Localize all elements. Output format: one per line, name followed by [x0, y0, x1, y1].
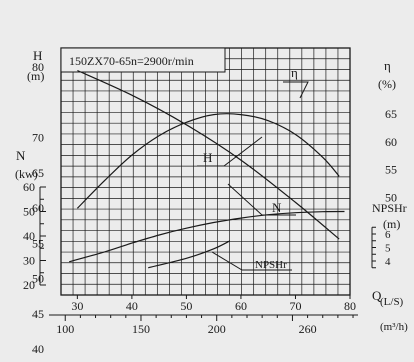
- n-label-leader: [227, 183, 296, 216]
- n-tick-label: 30: [23, 254, 35, 268]
- x-tick-label-top: 40: [126, 299, 138, 313]
- h-tick-label: 65: [32, 166, 44, 180]
- x-tick-label-bottom: 100: [56, 322, 74, 336]
- x-tick-label-top: 60: [235, 299, 247, 313]
- q-axis-label: Q: [372, 288, 382, 303]
- npshr-label-leader: [211, 251, 292, 271]
- h-curve: [77, 69, 340, 240]
- h-tick-label: 80: [32, 60, 44, 74]
- h-axis-unit: (m): [27, 69, 44, 83]
- h-tick-label: 45: [32, 307, 44, 321]
- x-tick-label-bottom: 200: [208, 322, 226, 336]
- h-curve-label: H: [203, 150, 212, 165]
- npshr-curve-label: NPSHr: [255, 259, 287, 271]
- x-tick-label-top: 30: [71, 299, 83, 313]
- npshr-tick-label: 5: [385, 243, 391, 255]
- x-tick-label-top: 80: [344, 299, 356, 313]
- h-tick-label: 40: [32, 342, 44, 356]
- eta-axis-unit: (%): [378, 77, 396, 91]
- npshr-tick-label: 6: [385, 229, 391, 241]
- n-tick-label: 60: [23, 180, 35, 194]
- n-tick-label: 40: [23, 229, 35, 243]
- npshr-axis-unit: (m): [383, 217, 400, 231]
- eta-tick-label: 60: [385, 135, 397, 149]
- h-tick-label: 70: [32, 131, 44, 145]
- n-curve: [69, 210, 345, 263]
- eta-label-leader: [283, 81, 309, 99]
- n-curve-label: N: [272, 200, 282, 215]
- q-axis-unit-top: (L/S): [380, 296, 404, 308]
- q-axis-unit-bottom: (m³/h): [380, 321, 408, 333]
- eta-tick-label: 65: [385, 107, 397, 121]
- npshr-tick-label: 4: [385, 256, 391, 268]
- x-tick-label-bottom: 150: [132, 322, 150, 336]
- npshr-axis-label: NPSHr: [372, 201, 407, 215]
- title-box: [60, 47, 226, 73]
- h-label-leader: [197, 136, 263, 167]
- n-tick-label: 50: [23, 205, 35, 219]
- eta-tick-label: 55: [385, 163, 397, 177]
- h-tick-label: 50: [32, 272, 44, 286]
- x-tick-label-bottom: 260: [299, 322, 317, 336]
- eta-tick-label: 50: [385, 190, 397, 204]
- n-axis-label: N: [16, 148, 26, 163]
- eta-curve: [76, 113, 340, 209]
- eta-curve-label: η: [291, 65, 298, 80]
- eta-axis-label: η: [384, 58, 391, 73]
- h-tick-label: 55: [32, 236, 44, 250]
- n-axis-unit: (kw): [15, 167, 38, 181]
- x-tick-label-top: 70: [289, 299, 301, 313]
- x-tick-label-top: 50: [180, 299, 192, 313]
- h-axis-label: H: [33, 48, 42, 63]
- chart-title: 150ZX70-65n=2900r/min: [69, 54, 194, 68]
- npshr-curve: [148, 240, 231, 269]
- curves: [69, 69, 345, 269]
- n-tick-label: 20: [23, 278, 35, 292]
